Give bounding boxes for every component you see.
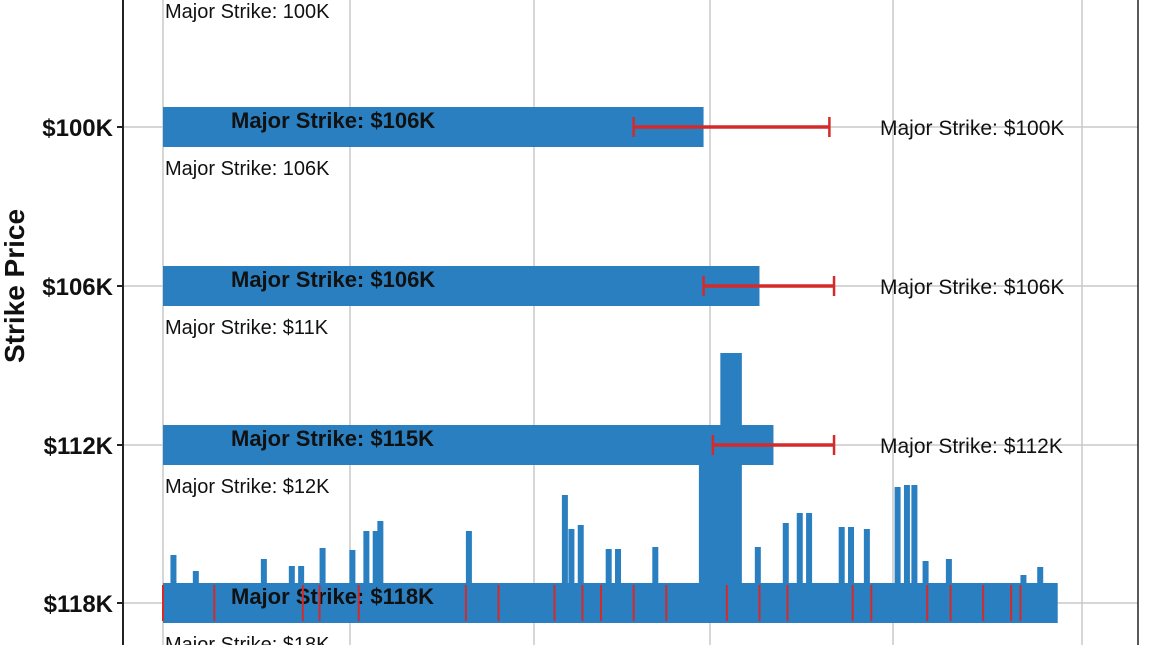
volume-bar (945, 559, 952, 603)
volume-bar (260, 559, 267, 603)
volume-bar (652, 547, 659, 603)
strike-bar (163, 266, 760, 306)
volume-bar (894, 487, 901, 603)
volume-bar (708, 453, 724, 603)
y-axis-title: Strike Price (0, 209, 30, 363)
volume-bar (903, 485, 910, 603)
strike-bar (163, 107, 704, 147)
volume-bar (796, 513, 803, 603)
sub-strike-label: Major Strike: $18K (165, 634, 330, 645)
volume-bar (911, 485, 918, 603)
volume-bar (848, 527, 855, 603)
sub-strike-label: Major Strike: $12K (165, 476, 330, 498)
sub-strike-label: Major Strike: $11K (165, 317, 329, 339)
strike-bar-label: Major Strike: $115K (231, 426, 434, 451)
sub-strike-label: Major Strike: 106K (165, 158, 330, 180)
strike-bar (163, 583, 1058, 623)
strike-bar-label: Major Strike: $118K (231, 584, 434, 609)
volume-bar (349, 550, 356, 603)
volume-bar (754, 547, 761, 603)
volume-bar (806, 513, 813, 603)
strike-bar-label: Major Strike: $106K (231, 267, 435, 292)
volume-bar (782, 523, 789, 603)
right-strike-label: Major Strike: $106K (880, 276, 1064, 299)
strike-bar (163, 425, 774, 465)
volume-bar (561, 495, 568, 603)
volume-bar (372, 531, 379, 603)
volume-bar (605, 549, 612, 603)
volume-bar (465, 531, 472, 603)
right-strike-label: Major Strike: $100K (880, 117, 1064, 140)
volume-bar (922, 561, 929, 603)
volume-bar (170, 555, 177, 603)
y-tick-label: $106K (42, 274, 113, 301)
volume-bar (363, 531, 370, 603)
y-tick-label: $118K (44, 591, 114, 618)
volume-bar (577, 525, 584, 603)
y-tick-label: $112K (44, 433, 114, 460)
volume-bar (863, 529, 870, 603)
volume-bar (615, 549, 622, 603)
volume-bar (568, 529, 575, 603)
volume-bar (377, 521, 384, 603)
y-tick-label: $100K (42, 115, 113, 142)
right-strike-label: Major Strike: $112K (880, 435, 1063, 458)
volume-bar (726, 353, 742, 603)
volume-bar (838, 527, 845, 603)
strike-bar-label: Major Strike: $106K (231, 108, 435, 133)
top-strike-label: Major Strike: 100K (165, 1, 330, 23)
volume-bar (319, 548, 326, 603)
